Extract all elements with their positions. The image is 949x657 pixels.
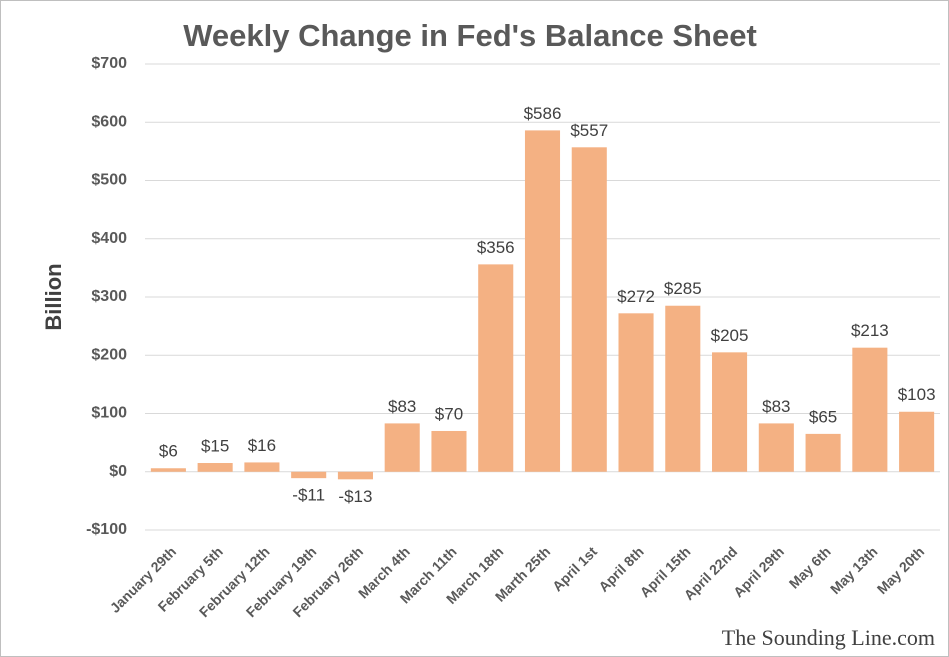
- y-tick-label: -$100: [86, 521, 127, 538]
- bar: [197, 463, 233, 472]
- bar: [852, 347, 888, 472]
- value-label: $65: [809, 407, 837, 426]
- value-label: $205: [711, 326, 749, 345]
- value-label: -$13: [338, 487, 372, 506]
- bar: [758, 423, 794, 472]
- bar: [618, 313, 654, 472]
- y-tick-label: $300: [91, 288, 127, 305]
- watermark: The Sounding Line.com: [722, 625, 935, 650]
- bar: [337, 471, 373, 480]
- value-label: -$11: [292, 486, 325, 505]
- bar: [805, 433, 841, 472]
- value-label: $285: [664, 279, 702, 298]
- y-tick-label: $200: [91, 346, 127, 363]
- y-tick-label: $0: [109, 463, 127, 480]
- y-tick-label: $500: [91, 172, 127, 189]
- value-label: $356: [477, 238, 515, 257]
- value-label: $557: [570, 121, 608, 140]
- y-tick-label: $600: [91, 113, 127, 130]
- bar: [150, 468, 186, 472]
- bar: [524, 130, 561, 472]
- bar: [665, 305, 701, 472]
- y-axis-label: Billion: [41, 263, 66, 330]
- value-label: $70: [435, 404, 463, 423]
- chart-title: Weekly Change in Fed's Balance Sheet: [183, 18, 757, 53]
- value-label: $83: [762, 397, 790, 416]
- value-label: $103: [898, 385, 936, 404]
- y-tick-label: $400: [91, 230, 127, 247]
- value-label: $15: [201, 436, 229, 455]
- bar: [712, 352, 748, 472]
- value-label: $272: [617, 287, 655, 306]
- y-tick-label: $100: [91, 405, 127, 422]
- bar: [244, 462, 280, 472]
- y-tick-label: $700: [91, 55, 127, 72]
- value-label: $83: [388, 397, 416, 416]
- bar: [384, 423, 420, 472]
- value-label: $16: [248, 436, 276, 455]
- bar: [899, 411, 935, 472]
- bar: [478, 264, 514, 472]
- bar: [431, 430, 467, 472]
- bar: [291, 471, 327, 479]
- value-label: $6: [159, 442, 178, 461]
- bar: [571, 147, 607, 472]
- value-label: $213: [851, 321, 889, 340]
- value-label: $586: [524, 104, 562, 123]
